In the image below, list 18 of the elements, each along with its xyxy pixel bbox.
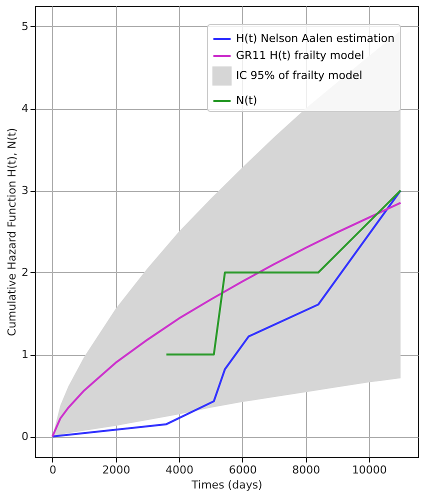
y-tick-label: 2 — [22, 266, 28, 279]
x-tick-label: 2000 — [102, 464, 130, 476]
y-tick-label: 5 — [22, 20, 28, 33]
x-tick-label: 8000 — [292, 464, 320, 476]
y-tick-label: 1 — [22, 348, 28, 361]
x-tick-label: 4000 — [166, 464, 194, 476]
x-axis-title: Times (days) — [190, 478, 262, 492]
y-axis-title: Cumulative Hazard Function H(t), N(t) — [6, 128, 18, 336]
legend-label: N(t) — [236, 94, 258, 107]
x-tick-label: 6000 — [228, 464, 257, 476]
legend-label: IC 95% of frailty model — [236, 69, 362, 82]
y-tick-label: 0 — [22, 430, 28, 443]
legend-label: GR11 H(t) frailty model — [236, 49, 364, 62]
x-tick-label: 10000 — [352, 464, 387, 476]
y-tick-label: 3 — [22, 184, 28, 197]
y-tick-label: 4 — [22, 102, 28, 115]
legend-label: H(t) Nelson Aalen estimation — [236, 32, 395, 45]
x-tick-label: 0 — [49, 464, 56, 476]
